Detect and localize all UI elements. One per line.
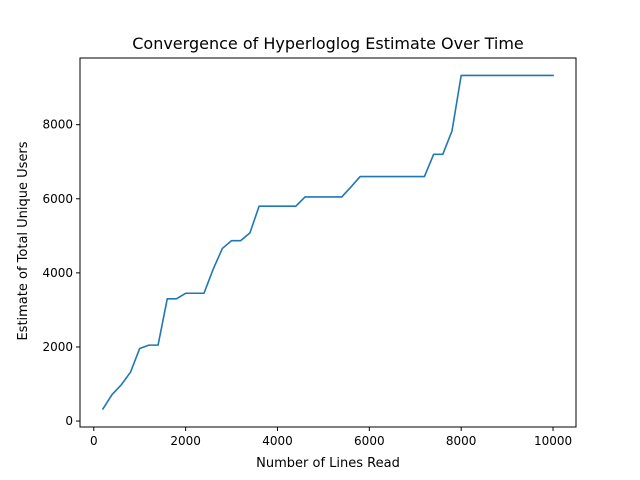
x-tick-label: 2000 xyxy=(170,434,201,448)
y-tick-label: 2000 xyxy=(42,340,73,354)
y-tick-label: 0 xyxy=(65,414,73,428)
series-line-0 xyxy=(101,74,554,410)
y-tick-label: 6000 xyxy=(42,192,73,206)
axes-frame xyxy=(79,57,577,428)
x-tick-label: 10000 xyxy=(534,434,572,448)
x-axis-label: Number of Lines Read xyxy=(256,456,400,471)
x-tick-label: 4000 xyxy=(262,434,293,448)
chart-title: Convergence of Hyperloglog Estimate Over… xyxy=(132,34,524,53)
x-tick-label: 6000 xyxy=(354,434,385,448)
y-tick-label: 4000 xyxy=(42,266,73,280)
plot-area xyxy=(101,74,554,410)
y-axis-label: Estimate of Total Unique Users xyxy=(16,141,31,340)
y-tick-label: 8000 xyxy=(42,118,73,132)
x-tick-label: 0 xyxy=(90,434,98,448)
axes: 0 2000 4000 6000 8000 10000 0 2000 4000 6000 8000 xyxy=(42,57,577,448)
x-tick-label: 8000 xyxy=(446,434,477,448)
